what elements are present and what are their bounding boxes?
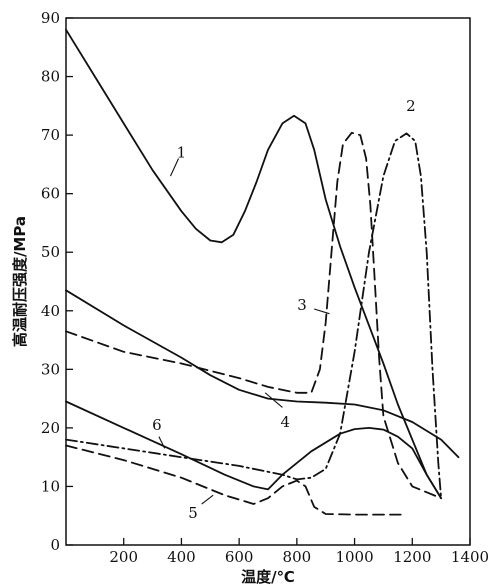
series-line-1 [65, 28, 443, 500]
y-axis-title: 高温耐压强度/MPa [11, 216, 29, 347]
series-label-2: 2 [406, 97, 416, 115]
plot-frame [65, 17, 471, 546]
series-label-6: 6 [152, 416, 162, 434]
y-tick-label: 30 [41, 360, 60, 378]
y-tick-label: 10 [41, 477, 60, 495]
y-tick-label: 90 [41, 9, 60, 27]
y-tick-label: 40 [41, 302, 60, 320]
series-label-4: 4 [281, 413, 291, 431]
x-tick-label: 600 [225, 548, 254, 566]
y-tick-label: 80 [41, 68, 60, 86]
series-leader-4 [264, 392, 283, 408]
y-tick-label: 20 [41, 419, 60, 437]
series-label-5: 5 [188, 504, 198, 522]
y-tick-label: 50 [41, 243, 60, 261]
series-leader-6 [158, 436, 166, 449]
series-leaders [158, 158, 330, 505]
y-tick-label: 0 [50, 536, 60, 554]
series-line-2 [65, 132, 443, 500]
series-lines [65, 28, 460, 516]
x-tick-label: 1400 [451, 548, 489, 566]
y-tick-label: 60 [41, 185, 60, 203]
series-line-3 [65, 131, 443, 500]
series-label-1: 1 [177, 144, 187, 162]
series-line-5 [65, 444, 402, 516]
x-tick-label: 800 [283, 548, 312, 566]
series-line-6 [65, 400, 443, 500]
series-labels: 1 2 3 4 5 6 [152, 97, 415, 522]
x-tick-label: 400 [167, 548, 196, 566]
y-tick-label: 70 [41, 126, 60, 144]
series-leader-1 [169, 158, 180, 177]
plot-border [65, 17, 471, 546]
series-leader-3 [314, 308, 330, 315]
x-axis-title: 温度/℃ [241, 568, 295, 586]
x-tick-label: 1000 [335, 548, 373, 566]
y-axis: 0 10 20 30 40 50 60 70 80 90 [41, 9, 73, 554]
x-tick-label: 1200 [393, 548, 431, 566]
series-leader-5 [201, 494, 214, 505]
series-label-3: 3 [297, 296, 307, 314]
x-tick-label: 200 [109, 548, 138, 566]
x-axis: 200 400 600 800 1000 1200 1400 [109, 538, 489, 566]
series-line-4 [65, 289, 460, 459]
